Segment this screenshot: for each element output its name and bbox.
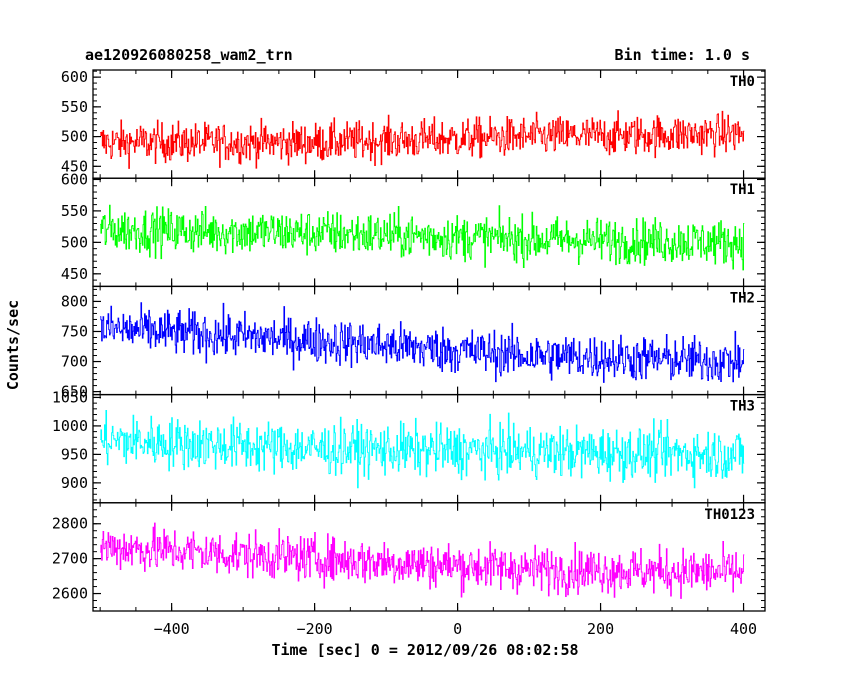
- plot-frame: TH0 450 500 550 600 TH1 450 500 550 600 TH2 650 700 7…: [52, 68, 766, 638]
- y-tick-label: 500: [61, 233, 88, 251]
- panel-label-th0123: TH0123: [704, 507, 755, 523]
- x-tick-label: 0: [453, 620, 462, 638]
- y-tick-label: 600: [61, 170, 88, 188]
- y-tick-label: 550: [61, 98, 88, 116]
- y-tick-label: 750: [61, 322, 88, 340]
- panels-group: [100, 110, 745, 599]
- y-axis-label: Counts/sec: [4, 300, 22, 390]
- y-tick-label: 650: [61, 383, 88, 401]
- y-tick-label: 600: [61, 68, 88, 86]
- panel-label-th2: TH2: [730, 290, 755, 306]
- y-tick-label: 450: [61, 157, 88, 175]
- bin-time-label: Bin time: 1.0 s: [615, 46, 750, 64]
- y-tick-label: 2600: [52, 585, 88, 603]
- series-line-th0: [100, 110, 745, 169]
- panel-label-th3: TH3: [730, 399, 755, 415]
- series-line-th0123: [100, 522, 745, 599]
- y-tick-label: 700: [61, 353, 88, 371]
- series-line-th3: [100, 410, 745, 489]
- y-tick-label: 2700: [52, 550, 88, 568]
- y-tick-label: 450: [61, 265, 88, 283]
- y-tick-label: 800: [61, 292, 88, 310]
- y-tick-label: 550: [61, 202, 88, 220]
- x-tick-label: −400: [154, 620, 190, 638]
- x-axis-label: Time [sec] 0 = 2012/09/26 08:02:58: [271, 641, 578, 659]
- panel-frame: [92, 502, 766, 612]
- y-tick-label: 900: [61, 474, 88, 492]
- series-line-th1: [100, 204, 745, 271]
- series-line-th2: [100, 302, 745, 383]
- panel-frame: [92, 69, 766, 179]
- y-tick-label: 1050: [52, 388, 88, 406]
- y-tick-label: 2800: [52, 515, 88, 533]
- y-tick-label: 1000: [52, 417, 88, 435]
- x-tick-label: 400: [730, 620, 757, 638]
- panel-label-th0: TH0: [730, 74, 755, 90]
- y-tick-label: 500: [61, 128, 88, 146]
- panel-label-th1: TH1: [730, 182, 755, 198]
- x-tick-label: −200: [297, 620, 333, 638]
- x-tick-label: 200: [587, 620, 614, 638]
- y-tick-label: 950: [61, 445, 88, 463]
- chart-title: ae120926080258_wam2_trn: [85, 46, 293, 64]
